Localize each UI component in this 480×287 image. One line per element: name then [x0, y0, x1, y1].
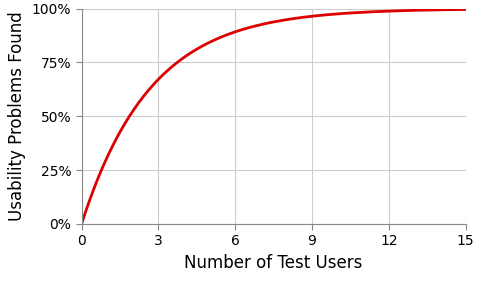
X-axis label: Number of Test Users: Number of Test Users — [184, 254, 363, 272]
Y-axis label: Usability Problems Found: Usability Problems Found — [8, 11, 26, 221]
